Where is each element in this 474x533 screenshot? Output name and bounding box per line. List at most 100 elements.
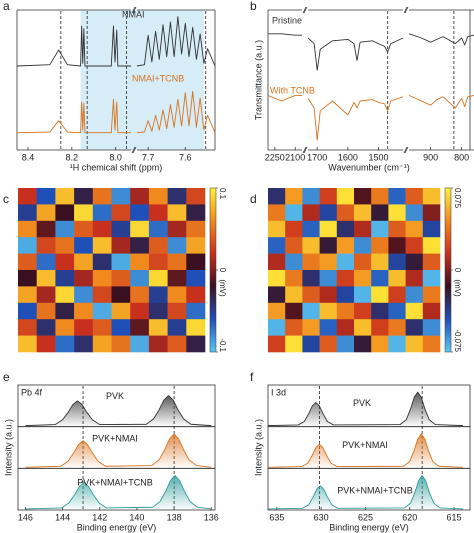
map-cell	[18, 204, 37, 222]
map-cell	[111, 302, 131, 320]
map-cell	[319, 335, 338, 353]
map-cell	[18, 302, 37, 320]
map-cell	[302, 286, 320, 304]
x-axis-label: ¹H chemical shift (ppm)	[70, 162, 163, 172]
map-cell	[388, 220, 406, 238]
map-cell	[186, 270, 206, 287]
map-cell	[55, 302, 75, 320]
spectrum-line	[25, 433, 212, 468]
map-cell	[92, 270, 112, 287]
map-cell	[319, 270, 338, 287]
map-cell	[388, 270, 406, 287]
map-cell	[130, 286, 150, 304]
axis-break	[303, 6, 308, 14]
axis-break	[404, 146, 409, 154]
map-cell	[18, 253, 37, 271]
map-cell	[167, 270, 187, 287]
axis-break	[302, 6, 307, 14]
map-cell	[130, 253, 150, 271]
map-cell	[186, 204, 206, 222]
map-cell	[354, 270, 372, 287]
map-cell	[336, 286, 355, 304]
x-tick-label: 8.2	[66, 152, 79, 162]
map-cell	[111, 319, 131, 336]
x-tick-label: 615	[447, 512, 462, 522]
map-cell	[74, 335, 94, 353]
map-cell	[92, 188, 112, 205]
map-cell	[268, 319, 286, 336]
map-cell	[388, 204, 406, 222]
map-cell	[186, 335, 206, 353]
map-cell	[302, 302, 320, 320]
spectrum-line	[267, 475, 463, 510]
map-cell	[268, 302, 286, 320]
map-cell	[74, 204, 94, 222]
series-label: With TCNB	[270, 85, 315, 95]
map-cell	[336, 302, 355, 320]
map-cell	[319, 319, 338, 336]
sub-panel-frame	[17, 467, 216, 511]
map-cell	[302, 335, 320, 353]
map-cell	[336, 204, 355, 222]
map-cell	[74, 220, 94, 238]
map-cell	[319, 204, 338, 222]
map-cell	[74, 270, 94, 287]
map-cell	[422, 204, 441, 222]
map-cell	[371, 204, 389, 222]
map-cell	[92, 204, 112, 222]
map-cell	[319, 188, 338, 205]
map-cell	[285, 270, 303, 287]
map-cell	[319, 302, 338, 320]
sub-panel-frame	[267, 467, 471, 511]
map-cell	[268, 237, 286, 254]
map-cell	[186, 253, 206, 271]
map-cell	[354, 237, 372, 254]
map-cell	[371, 253, 389, 271]
spectrum-line	[267, 433, 463, 468]
map-cell	[268, 220, 286, 238]
map-cell	[371, 302, 389, 320]
axis-break	[302, 146, 307, 154]
map-cell	[302, 270, 320, 287]
x-tick-label: 800	[454, 152, 469, 162]
map-cell	[167, 286, 187, 304]
map-cell	[111, 237, 131, 254]
map-cell	[36, 220, 56, 238]
map-cell	[285, 237, 303, 254]
map-cell	[371, 335, 389, 353]
map-cell	[422, 188, 441, 205]
map-cell	[167, 188, 187, 205]
map-cell	[422, 220, 441, 238]
map-cell	[302, 319, 320, 336]
map-cell	[18, 335, 37, 353]
map-cell	[354, 220, 372, 238]
map-cell	[111, 253, 131, 271]
map-cell	[74, 237, 94, 254]
map-cell	[354, 319, 372, 336]
map-cell	[422, 302, 441, 320]
map-cell	[268, 270, 286, 287]
map-cell	[148, 204, 168, 222]
map-cell	[371, 319, 389, 336]
map-cell	[319, 286, 338, 304]
map-cell	[55, 188, 75, 205]
map-cell	[354, 188, 372, 205]
spectrum-line	[267, 391, 463, 427]
map-cell	[130, 335, 150, 353]
map-cell	[148, 286, 168, 304]
series-label: NMAI	[122, 9, 145, 19]
map-cell	[285, 286, 303, 304]
map-cell	[285, 253, 303, 271]
map-cell	[111, 286, 131, 304]
map-cell	[111, 270, 131, 287]
map-cell	[405, 253, 424, 271]
map-cell	[268, 335, 286, 353]
x-tick-label: 625	[358, 512, 373, 522]
series-label: Pristine	[272, 15, 302, 25]
x-tick-label: 900	[423, 152, 438, 162]
map-cell	[167, 335, 187, 353]
map-cell	[148, 302, 168, 320]
map-cell	[18, 319, 37, 336]
map-cell	[92, 335, 112, 353]
series-label: PVK	[106, 391, 124, 401]
